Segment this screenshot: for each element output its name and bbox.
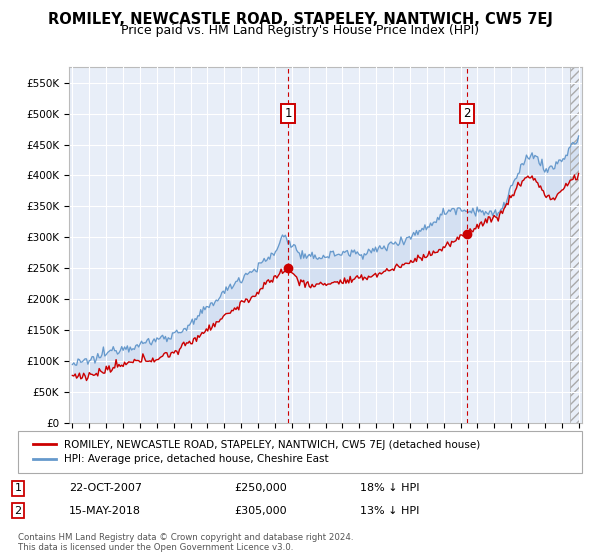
Text: 2: 2 (463, 107, 470, 120)
Text: 2: 2 (14, 506, 22, 516)
FancyBboxPatch shape (18, 431, 582, 473)
Legend: ROMILEY, NEWCASTLE ROAD, STAPELEY, NANTWICH, CW5 7EJ (detached house), HPI: Aver: ROMILEY, NEWCASTLE ROAD, STAPELEY, NANTW… (29, 436, 485, 469)
Text: £250,000: £250,000 (234, 483, 287, 493)
Text: 15-MAY-2018: 15-MAY-2018 (69, 506, 141, 516)
Text: 18% ↓ HPI: 18% ↓ HPI (360, 483, 419, 493)
Text: Price paid vs. HM Land Registry's House Price Index (HPI): Price paid vs. HM Land Registry's House … (121, 24, 479, 36)
Text: £305,000: £305,000 (234, 506, 287, 516)
Text: Contains HM Land Registry data © Crown copyright and database right 2024.: Contains HM Land Registry data © Crown c… (18, 533, 353, 542)
Text: 22-OCT-2007: 22-OCT-2007 (69, 483, 142, 493)
Text: This data is licensed under the Open Government Licence v3.0.: This data is licensed under the Open Gov… (18, 543, 293, 552)
Text: 1: 1 (14, 483, 22, 493)
Text: ROMILEY, NEWCASTLE ROAD, STAPELEY, NANTWICH, CW5 7EJ: ROMILEY, NEWCASTLE ROAD, STAPELEY, NANTW… (47, 12, 553, 27)
Text: 13% ↓ HPI: 13% ↓ HPI (360, 506, 419, 516)
Text: 1: 1 (284, 107, 292, 120)
